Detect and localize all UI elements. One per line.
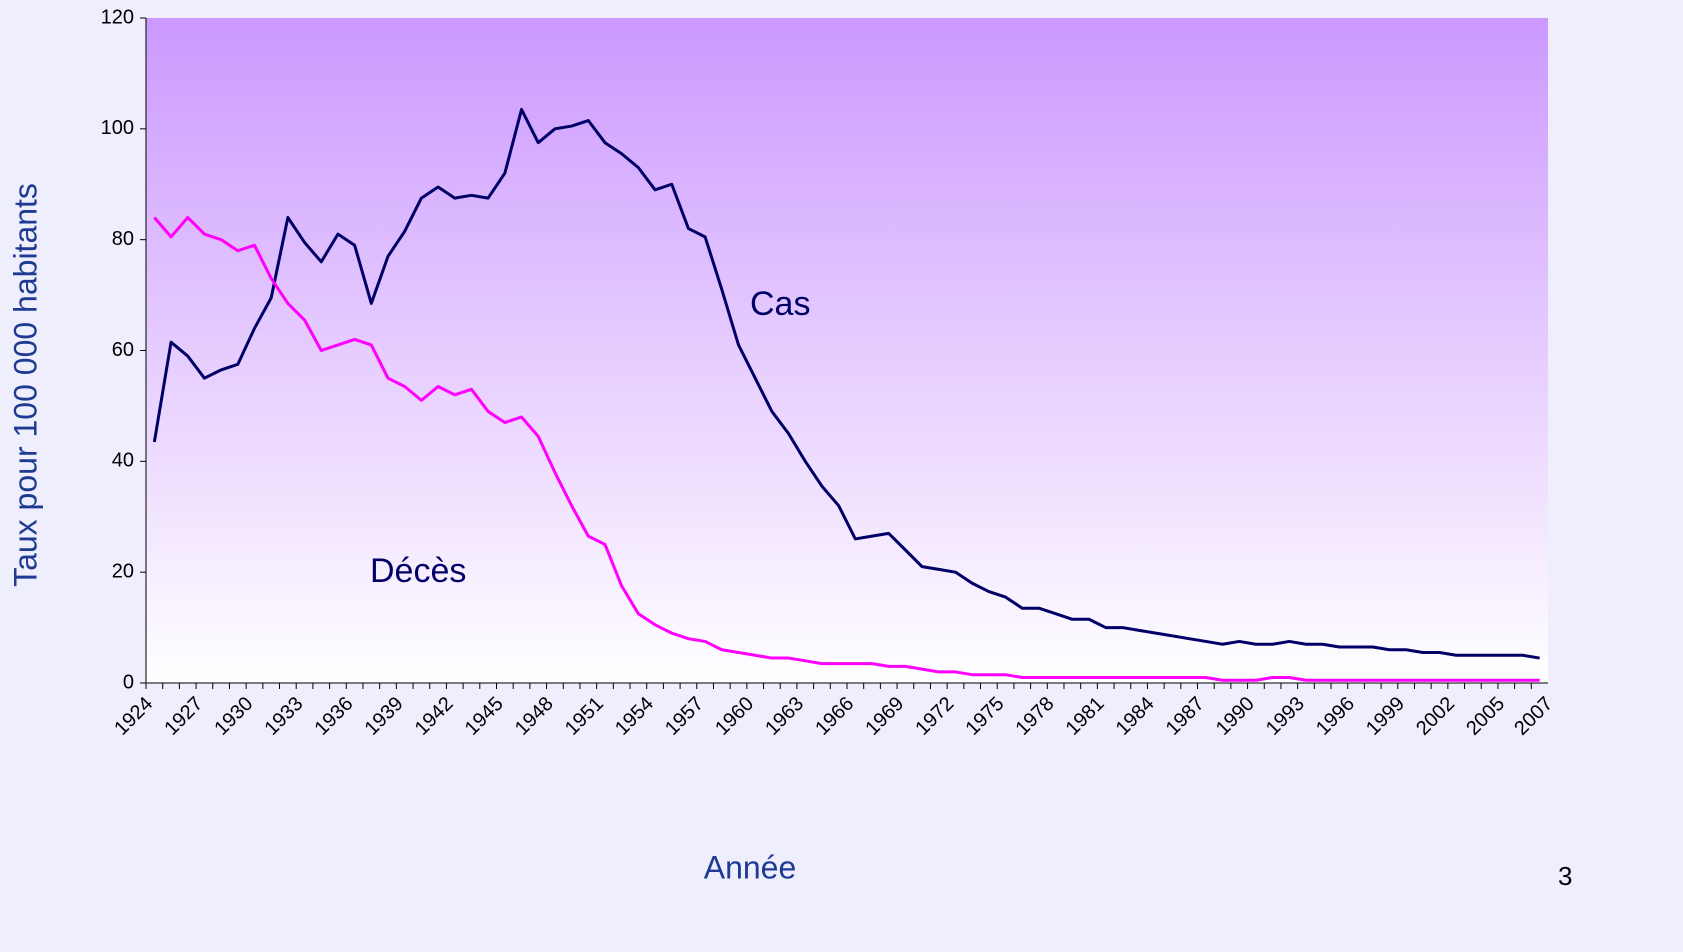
x-tick-label: 1996 [1312,693,1359,740]
y-tick-label: 20 [112,560,134,582]
x-tick-label: 1972 [911,693,958,740]
x-tick-label: 1954 [611,693,658,740]
y-tick-label: 80 [112,228,134,250]
x-tick-label: 1981 [1062,693,1109,740]
x-tick-label: 2002 [1412,693,1459,740]
y-tick-label: 60 [112,339,134,361]
x-tick-label: 1993 [1262,693,1309,740]
x-tick-label: 1987 [1162,693,1209,740]
annotation: Décès [370,552,466,590]
series-line [152,107,1540,660]
x-tick-label: 1951 [561,693,608,740]
x-tick-label: 1960 [711,693,758,740]
x-tick-label: 1942 [411,693,458,740]
x-tick-label: 1963 [761,693,808,740]
x-tick-label: 1999 [1362,693,1409,740]
x-tick-label: 1984 [1112,693,1159,740]
x-tick-label: 1966 [811,693,858,740]
y-tick-label: 0 [123,671,134,693]
x-tick-label: 1957 [661,693,708,740]
plot-area [146,18,1548,683]
y-tick-label: 120 [101,6,134,28]
x-tick-label: 2005 [1462,693,1509,740]
y-tick-label: 40 [112,450,134,472]
x-tick-label: 1936 [311,693,358,740]
x-tick-label: 1939 [361,693,408,740]
x-tick-label: 1948 [511,693,558,740]
y-axis-title: Taux pour 100 000 habitants [7,183,43,587]
x-tick-label: 1978 [1012,693,1059,740]
annotation: Cas [750,285,810,323]
x-tick-label: 1945 [461,693,508,740]
y-tick-label: 100 [101,117,134,139]
x-tick-label: 1927 [160,693,207,740]
x-tick-label: 1933 [260,693,307,740]
x-tick-label: 1990 [1212,693,1259,740]
x-tick-label: 1930 [210,693,257,740]
x-tick-label: 1924 [110,693,157,740]
x-tick-label: 1975 [961,693,1008,740]
x-tick-label: 2007 [1510,693,1557,740]
x-axis-title: Année [704,849,797,885]
series-line [153,216,1540,682]
x-tick-label: 1969 [861,693,908,740]
page-number: 3 [1558,861,1572,891]
